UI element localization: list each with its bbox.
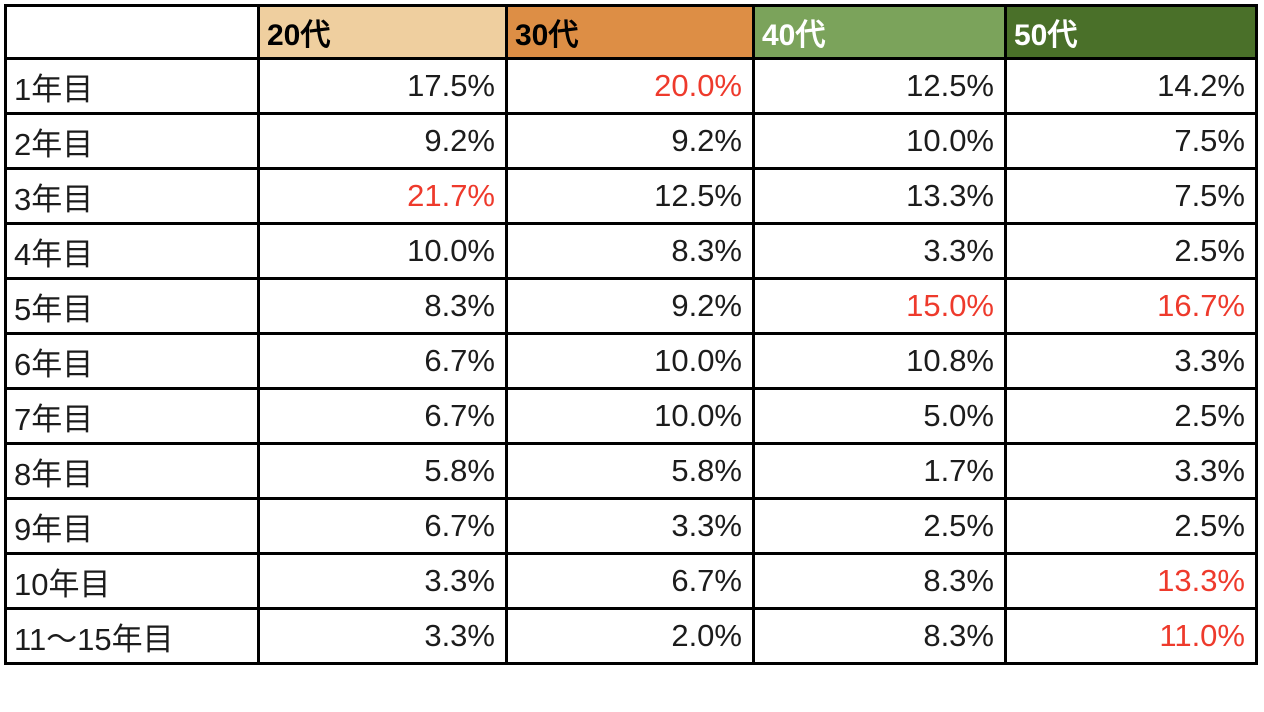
value-cell: 2.5% bbox=[1004, 222, 1258, 280]
value-cell: 9.2% bbox=[257, 112, 508, 170]
value-cell: 2.5% bbox=[1004, 497, 1258, 555]
value-cell: 14.2% bbox=[1004, 57, 1258, 115]
value-cell: 7.5% bbox=[1004, 112, 1258, 170]
value-cell: 12.5% bbox=[505, 167, 755, 225]
value-cell: 2.5% bbox=[1004, 387, 1258, 445]
value-cell: 20.0% bbox=[505, 57, 755, 115]
table-row: 7年目 6.7% 10.0% 5.0% 2.5% bbox=[4, 387, 1258, 445]
value-cell: 5.8% bbox=[257, 442, 508, 500]
value-cell: 6.7% bbox=[257, 497, 508, 555]
row-label: 5年目 bbox=[4, 277, 260, 335]
table-header-row: 20代 30代 40代 50代 bbox=[4, 4, 1258, 60]
row-label: 1年目 bbox=[4, 57, 260, 115]
age-tenure-percentage-table: 20代 30代 40代 50代 1年目 17.5% 20.0% 12.5% 14.2% 2年目 9… bbox=[4, 4, 1258, 665]
value-cell: 10.0% bbox=[752, 112, 1007, 170]
row-label: 11〜15年目 bbox=[4, 607, 260, 665]
value-cell: 5.8% bbox=[505, 442, 755, 500]
table-row: 6年目 6.7% 10.0% 10.8% 3.3% bbox=[4, 332, 1258, 390]
table-row: 10年目 3.3% 6.7% 8.3% 13.3% bbox=[4, 552, 1258, 610]
value-cell: 6.7% bbox=[257, 387, 508, 445]
column-header-1: 20代 bbox=[257, 4, 508, 60]
row-label: 6年目 bbox=[4, 332, 260, 390]
value-cell: 9.2% bbox=[505, 112, 755, 170]
value-cell: 21.7% bbox=[257, 167, 508, 225]
value-cell: 7.5% bbox=[1004, 167, 1258, 225]
value-cell: 6.7% bbox=[257, 332, 508, 390]
value-cell: 8.3% bbox=[752, 607, 1007, 665]
column-header-2: 30代 bbox=[505, 4, 755, 60]
corner-cell bbox=[4, 4, 260, 60]
value-cell: 2.5% bbox=[752, 497, 1007, 555]
value-cell: 9.2% bbox=[505, 277, 755, 335]
table-row: 4年目 10.0% 8.3% 3.3% 2.5% bbox=[4, 222, 1258, 280]
value-cell: 3.3% bbox=[1004, 332, 1258, 390]
value-cell: 15.0% bbox=[752, 277, 1007, 335]
value-cell: 3.3% bbox=[505, 497, 755, 555]
value-cell: 6.7% bbox=[505, 552, 755, 610]
value-cell: 1.7% bbox=[752, 442, 1007, 500]
value-cell: 8.3% bbox=[752, 552, 1007, 610]
value-cell: 3.3% bbox=[1004, 442, 1258, 500]
table-row: 2年目 9.2% 9.2% 10.0% 7.5% bbox=[4, 112, 1258, 170]
row-label: 10年目 bbox=[4, 552, 260, 610]
table-row: 9年目 6.7% 3.3% 2.5% 2.5% bbox=[4, 497, 1258, 555]
value-cell: 10.0% bbox=[505, 332, 755, 390]
row-label: 3年目 bbox=[4, 167, 260, 225]
value-cell: 8.3% bbox=[257, 277, 508, 335]
value-cell: 5.0% bbox=[752, 387, 1007, 445]
value-cell: 10.0% bbox=[257, 222, 508, 280]
value-cell: 8.3% bbox=[505, 222, 755, 280]
value-cell: 11.0% bbox=[1004, 607, 1258, 665]
value-cell: 10.0% bbox=[505, 387, 755, 445]
value-cell: 3.3% bbox=[752, 222, 1007, 280]
value-cell: 3.3% bbox=[257, 552, 508, 610]
value-cell: 13.3% bbox=[752, 167, 1007, 225]
value-cell: 17.5% bbox=[257, 57, 508, 115]
value-cell: 13.3% bbox=[1004, 552, 1258, 610]
value-cell: 12.5% bbox=[752, 57, 1007, 115]
row-label: 4年目 bbox=[4, 222, 260, 280]
value-cell: 2.0% bbox=[505, 607, 755, 665]
row-label: 2年目 bbox=[4, 112, 260, 170]
value-cell: 16.7% bbox=[1004, 277, 1258, 335]
table-row: 1年目 17.5% 20.0% 12.5% 14.2% bbox=[4, 57, 1258, 115]
table-row: 11〜15年目 3.3% 2.0% 8.3% 11.0% bbox=[4, 607, 1258, 665]
row-label: 8年目 bbox=[4, 442, 260, 500]
column-header-4: 50代 bbox=[1004, 4, 1258, 60]
row-label: 9年目 bbox=[4, 497, 260, 555]
value-cell: 10.8% bbox=[752, 332, 1007, 390]
row-label: 7年目 bbox=[4, 387, 260, 445]
table-row: 8年目 5.8% 5.8% 1.7% 3.3% bbox=[4, 442, 1258, 500]
value-cell: 3.3% bbox=[257, 607, 508, 665]
table-row: 3年目 21.7% 12.5% 13.3% 7.5% bbox=[4, 167, 1258, 225]
table-row: 5年目 8.3% 9.2% 15.0% 16.7% bbox=[4, 277, 1258, 335]
column-header-3: 40代 bbox=[752, 4, 1007, 60]
